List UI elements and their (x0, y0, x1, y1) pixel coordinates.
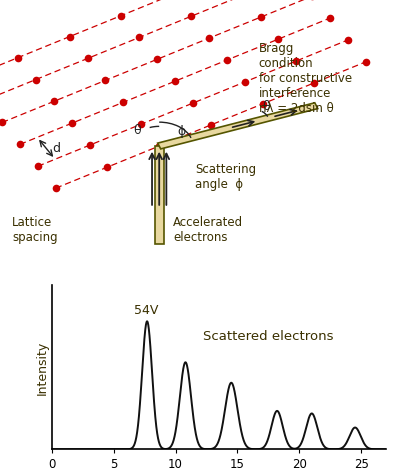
Text: d: d (52, 142, 60, 155)
Text: Scattering
angle  ϕ: Scattering angle ϕ (195, 163, 256, 191)
Y-axis label: Intensity: Intensity (36, 340, 49, 395)
Text: ϕ: ϕ (177, 125, 185, 139)
Text: Scattered electrons: Scattered electrons (203, 330, 334, 343)
Text: Accelerated
electrons: Accelerated electrons (173, 216, 243, 244)
Text: Lattice
spacing: Lattice spacing (12, 216, 58, 244)
Text: 54V: 54V (134, 304, 158, 317)
Text: Bragg
condition
for constructive
interference
nλ = 2dsin θ: Bragg condition for constructive interfe… (259, 42, 352, 115)
Text: θ: θ (263, 100, 270, 113)
Text: θ: θ (133, 124, 141, 137)
Polygon shape (158, 103, 318, 149)
Polygon shape (155, 146, 164, 244)
